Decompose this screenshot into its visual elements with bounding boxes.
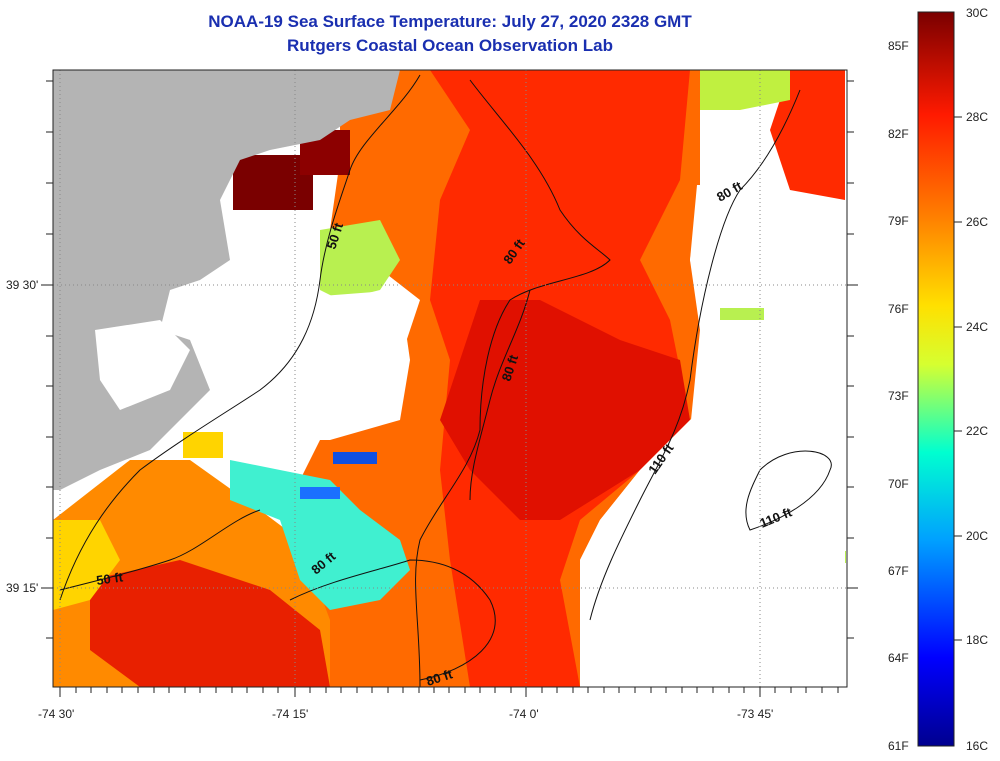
contour-80ft-inner xyxy=(469,289,531,501)
contour-80ft-south xyxy=(289,559,496,681)
contour-110ft-ring xyxy=(745,450,832,531)
lon-label-740: -74 0' xyxy=(509,707,539,721)
cb-c-18: 18C xyxy=(966,633,988,647)
sst-patch-green-1 xyxy=(720,308,764,320)
sst-band-mid-green xyxy=(320,220,400,300)
sst-patch-white-1 xyxy=(690,185,845,300)
cb-c-20: 20C xyxy=(966,529,988,543)
lon-label-7415: -74 15' xyxy=(272,707,308,721)
sst-patch-yellow xyxy=(183,432,223,458)
cb-f-73: 73F xyxy=(888,389,909,403)
contour-110ft xyxy=(589,89,801,621)
contour-sw xyxy=(59,509,261,591)
cb-f-61: 61F xyxy=(888,739,909,753)
sst-patch-dark-red-1 xyxy=(233,155,313,210)
contour-80ft-north xyxy=(415,79,611,687)
sst-patch-blue-2 xyxy=(333,452,377,464)
cb-f-64: 64F xyxy=(888,651,909,665)
cb-c-30: 30C xyxy=(966,6,988,20)
cb-f-85: 85F xyxy=(888,39,909,53)
lat-label-3915: 39 15' xyxy=(6,581,38,595)
cb-f-79: 79F xyxy=(888,214,909,228)
cb-c-24: 24C xyxy=(966,320,988,334)
colorbar xyxy=(917,11,955,747)
map-ticks xyxy=(41,80,858,697)
cb-c-26: 26C xyxy=(966,215,988,229)
sst-band-cyan xyxy=(230,460,410,610)
lon-label-7345: -73 45' xyxy=(737,707,773,721)
cb-f-76: 76F xyxy=(888,302,909,316)
sst-band-ne xyxy=(770,70,845,200)
sst-patch-white-3 xyxy=(230,290,410,440)
sst-patch-white-2 xyxy=(580,300,845,687)
cb-f-82: 82F xyxy=(888,127,909,141)
cb-c-28: 28C xyxy=(966,110,988,124)
land-bay-white xyxy=(95,320,190,410)
sst-band-sw-red xyxy=(90,560,330,687)
lon-label-7430: -74 30' xyxy=(38,707,74,721)
cb-c-16: 16C xyxy=(966,739,988,753)
sst-patch-blue-3 xyxy=(300,487,340,499)
sst-band-deep-red xyxy=(440,300,690,520)
sst-field xyxy=(53,70,847,687)
map-frame xyxy=(52,69,848,688)
bathymetry-contours xyxy=(59,74,832,687)
lat-label-3930: 39 30' xyxy=(6,278,38,292)
contour-label-50ft-south: 50 ft xyxy=(95,569,124,588)
cb-c-22: 22C xyxy=(966,424,988,438)
map-subtitle: Rutgers Coastal Ocean Observation Lab xyxy=(287,36,613,55)
cb-f-70: 70F xyxy=(888,477,909,491)
contour-50ft-north xyxy=(59,74,421,601)
cb-f-67: 67F xyxy=(888,564,909,578)
graticule xyxy=(53,70,847,687)
sst-band-ne-green xyxy=(700,70,790,110)
colorbar-ticks xyxy=(954,116,962,641)
map-title: NOAA-19 Sea Surface Temperature: July 27… xyxy=(208,12,692,31)
